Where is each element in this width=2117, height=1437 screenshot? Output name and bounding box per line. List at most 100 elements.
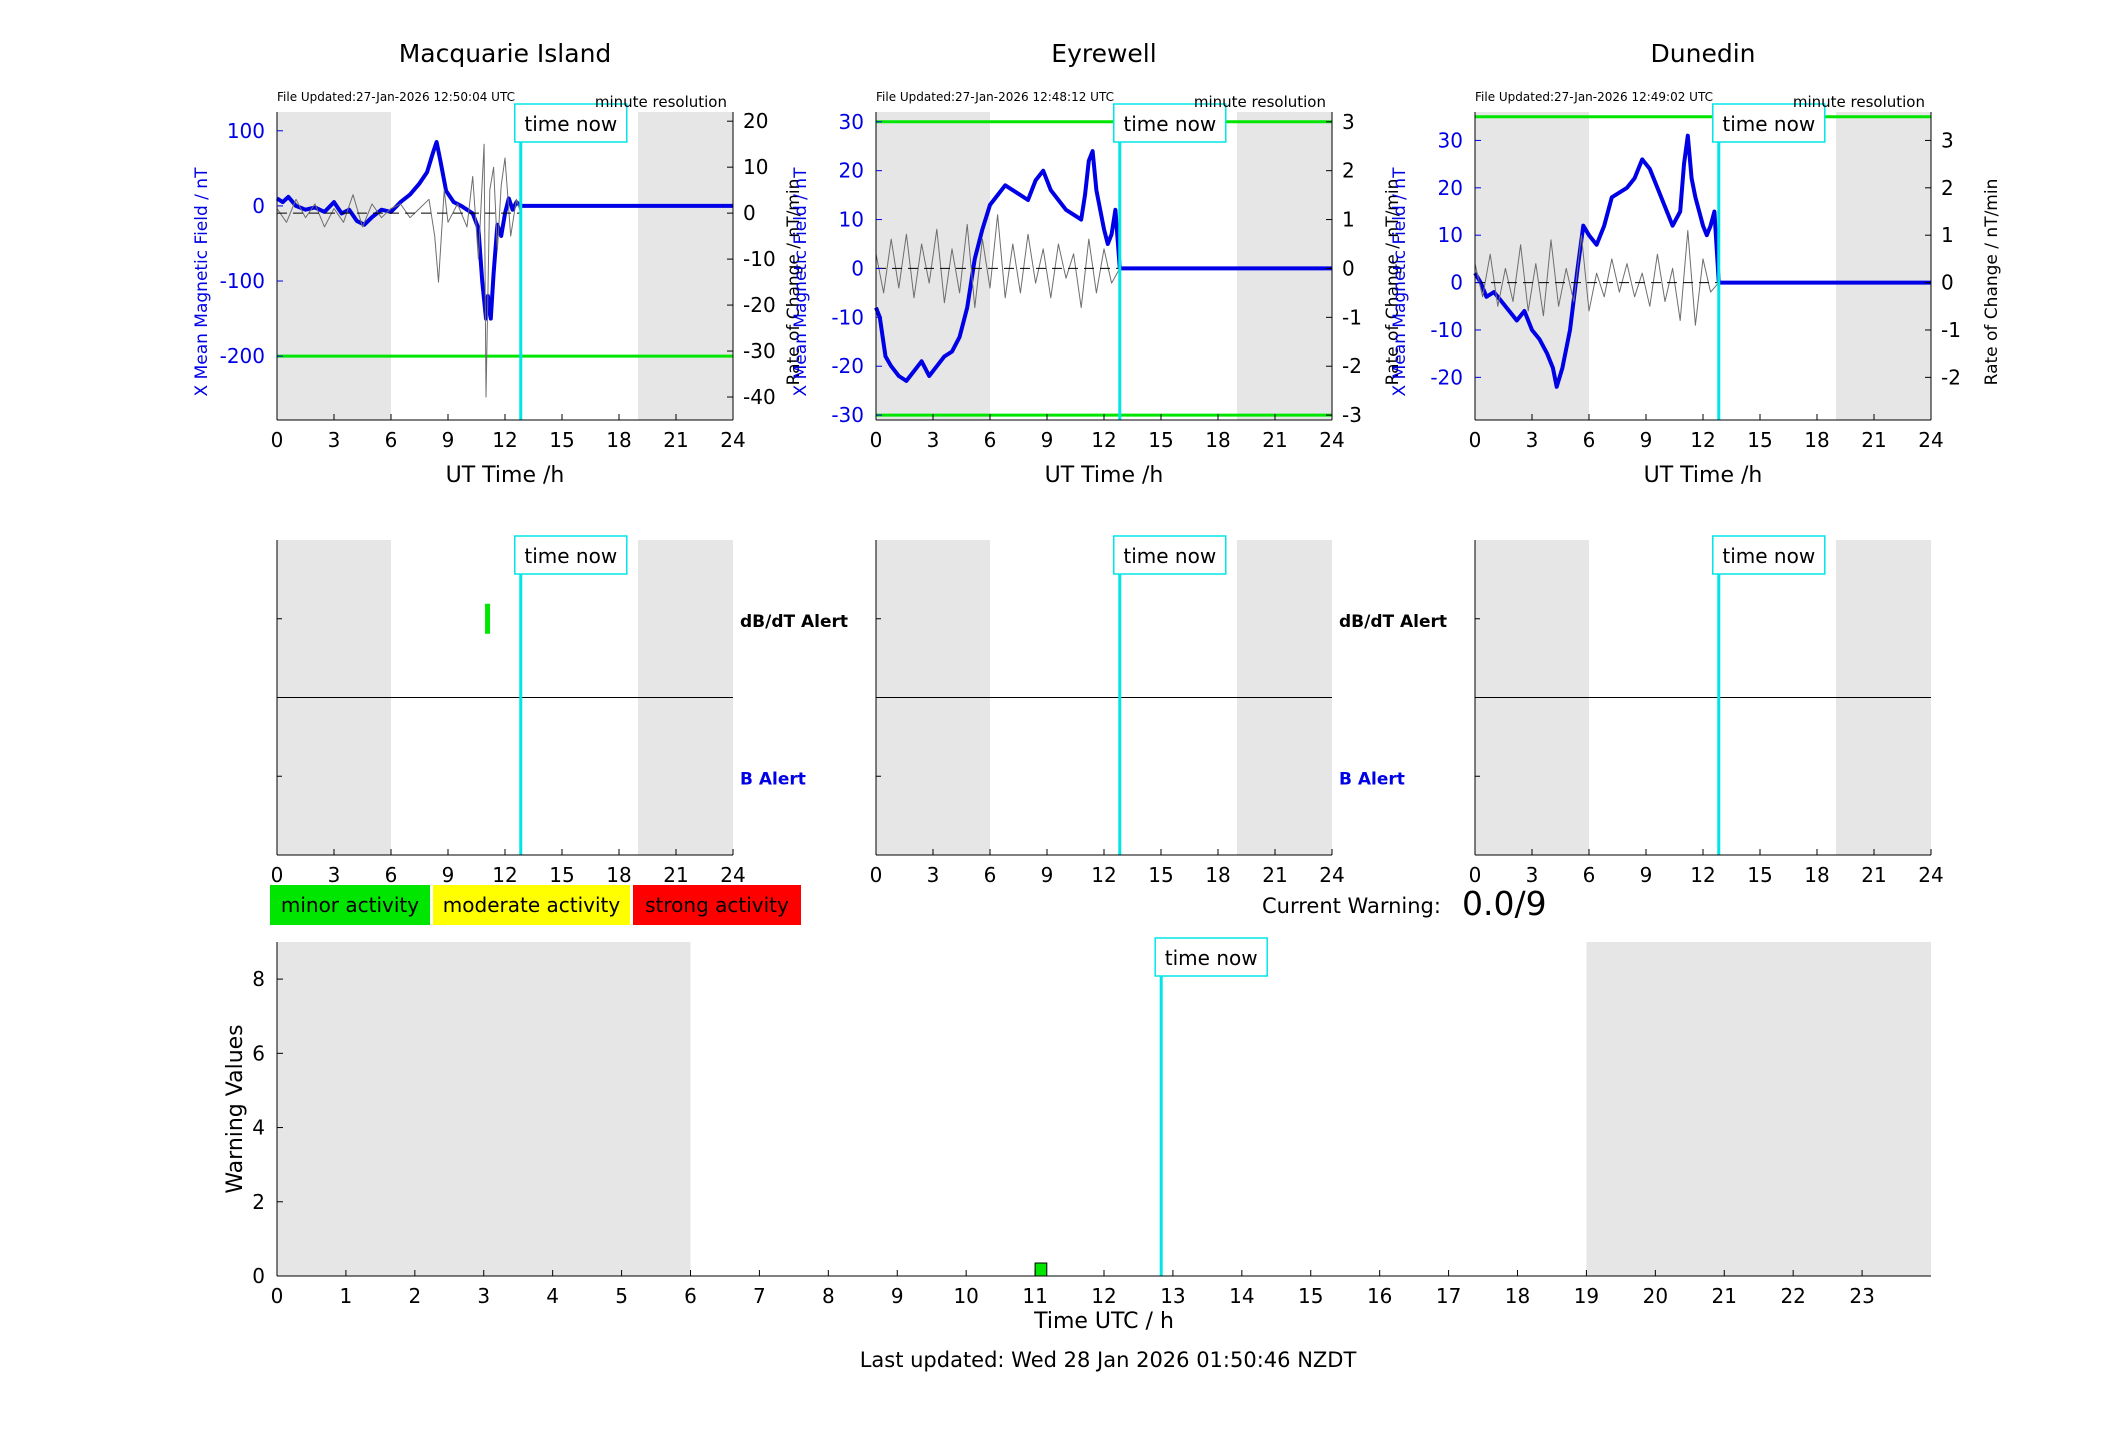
x-tick-label: 2 <box>408 1284 421 1308</box>
y-right-tick-label: 0 <box>1342 256 1355 280</box>
x-tick-label: 3 <box>328 428 341 452</box>
warning-xlabel: Time UTC / h <box>1033 1309 1174 1334</box>
x-tick-label: 15 <box>549 863 574 887</box>
x-tick-label: 3 <box>477 1284 490 1308</box>
y-left-tick-label: 0 <box>1450 271 1463 295</box>
x-tick-label: 12 <box>1091 863 1116 887</box>
x-tick-label: 22 <box>1780 1284 1805 1308</box>
y-left-tick-label: -20 <box>1430 365 1463 389</box>
x-tick-label: 15 <box>1747 863 1772 887</box>
y-right-tick-label: -2 <box>1941 365 1961 389</box>
chart-eyrewell-series-X-mean-field <box>874 149 1122 383</box>
y-left-tick-label: 20 <box>1438 176 1463 200</box>
x-tick-label: 6 <box>385 863 398 887</box>
x-tick-label: 21 <box>1861 428 1886 452</box>
x-tick-label: 0 <box>271 1284 284 1308</box>
x-tick-label: 18 <box>1804 863 1829 887</box>
y-right-tick-label: 1 <box>1342 208 1355 232</box>
x-tick-label: 9 <box>891 1284 904 1308</box>
y-tick-label: 8 <box>252 967 265 991</box>
x-tick-label: 18 <box>1804 428 1829 452</box>
x-tick-label: 21 <box>663 863 688 887</box>
y-right-tick-label: -1 <box>1342 305 1362 329</box>
alerts-dunedin-time-now-label: time now <box>1722 544 1815 568</box>
x-tick-label: 11 <box>1022 1284 1047 1308</box>
x-tick-label: 7 <box>753 1284 766 1308</box>
legend-label: strong activity <box>645 893 789 917</box>
x-tick-label: 19 <box>1574 1284 1599 1308</box>
legend-swatch <box>433 885 630 925</box>
chart-dunedin-file-updated: File Updated:27-Jan-2026 12:49:02 UTC <box>1475 90 1713 104</box>
y-tick-label: 2 <box>252 1190 265 1214</box>
y-left-tick-label: 20 <box>839 159 864 183</box>
x-tick-label: 24 <box>720 863 745 887</box>
x-tick-label: 6 <box>984 863 997 887</box>
chart-macquarie-island-file-updated: File Updated:27-Jan-2026 12:50:04 UTC <box>277 90 515 104</box>
chart-dunedin-series-X-mean-field <box>1473 133 1721 389</box>
chart-eyrewell-time-now-label: time now <box>1123 112 1216 136</box>
x-tick-label: 21 <box>1262 428 1287 452</box>
chart-dunedin-night-shade <box>1836 112 1931 420</box>
x-tick-label: 23 <box>1849 1284 1874 1308</box>
x-tick-label: 9 <box>1640 428 1653 452</box>
y-right-tick-label: -30 <box>743 339 776 363</box>
x-tick-label: 18 <box>606 428 631 452</box>
chart-dunedin-time-now-box <box>1712 103 1826 143</box>
y-right-tick-label: 3 <box>1342 110 1355 134</box>
legend-swatch <box>270 885 430 925</box>
y-right-tick-label: 3 <box>1941 128 1954 152</box>
chart-dunedin-night-shade <box>1475 112 1589 420</box>
alerts-macquarie-island-time-now-label: time now <box>524 544 617 568</box>
y-right-tick-label: -2 <box>1342 354 1362 378</box>
x-tick-label: 3 <box>328 863 341 887</box>
x-tick-label: 24 <box>720 428 745 452</box>
y-left-tick-label: 100 <box>227 119 265 143</box>
chart-macquarie-island-xlabel: UT Time /h <box>446 463 565 488</box>
y-right-tick-label: 0 <box>743 201 756 225</box>
chart-macquarie-island-series-X-mean-field <box>275 140 523 321</box>
y-right-tick-label: -40 <box>743 385 776 409</box>
x-tick-label: 24 <box>1918 428 1943 452</box>
x-tick-label: 3 <box>927 863 940 887</box>
y-left-tick-label: 0 <box>252 194 265 218</box>
x-tick-label: 4 <box>546 1284 559 1308</box>
x-tick-label: 15 <box>1148 428 1173 452</box>
x-tick-label: 14 <box>1229 1284 1254 1308</box>
x-tick-label: 18 <box>1205 863 1230 887</box>
alerts-dunedin-time-now-box <box>1712 535 1826 575</box>
x-tick-label: 6 <box>1583 863 1596 887</box>
current-warning-value: 0.0/9 <box>1462 884 1547 923</box>
y-tick-label: 0 <box>252 1264 265 1288</box>
warning-ylabel: Warning Values <box>223 1024 248 1193</box>
x-tick-label: 21 <box>1861 863 1886 887</box>
y-left-tick-label: -30 <box>831 403 864 427</box>
x-tick-label: 12 <box>492 428 517 452</box>
y-left-tick-label: -10 <box>831 305 864 329</box>
x-tick-label: 6 <box>684 1284 697 1308</box>
x-tick-label: 6 <box>984 428 997 452</box>
legend-label: minor activity <box>281 893 419 917</box>
y-right-tick-label: -10 <box>743 247 776 271</box>
alerts-eyrewell-time-now-box <box>1113 535 1227 575</box>
y-left-tick-label: -100 <box>220 269 265 293</box>
alerts-eyrewell-row-label: B Alert <box>1339 769 1405 789</box>
alerts-eyrewell-row-label: dB/dT Alert <box>1339 612 1447 632</box>
y-right-tick-label: 1 <box>1941 223 1954 247</box>
x-tick-label: 24 <box>1319 428 1344 452</box>
x-tick-label: 9 <box>1041 863 1054 887</box>
chart-eyrewell-ylabel-right: Rate of Change / nT/min <box>1383 179 1403 386</box>
legend-swatch <box>633 885 801 925</box>
chart-eyrewell-resolution: minute resolution <box>1194 93 1326 111</box>
x-tick-label: 3 <box>927 428 940 452</box>
last-updated: Last updated: Wed 28 Jan 2026 01:50:46 N… <box>859 1348 1357 1372</box>
warning-time-now-label: time now <box>1165 946 1258 970</box>
alerts-macquarie-island-row-label: B Alert <box>740 769 806 789</box>
y-right-tick-label: 2 <box>1941 176 1954 200</box>
x-tick-label: 0 <box>1469 863 1482 887</box>
x-tick-label: 12 <box>1091 428 1116 452</box>
chart-macquarie-island-title: Macquarie Island <box>399 39 612 68</box>
y-right-tick-label: 20 <box>743 109 768 133</box>
x-tick-label: 8 <box>822 1284 835 1308</box>
x-tick-label: 21 <box>663 428 688 452</box>
